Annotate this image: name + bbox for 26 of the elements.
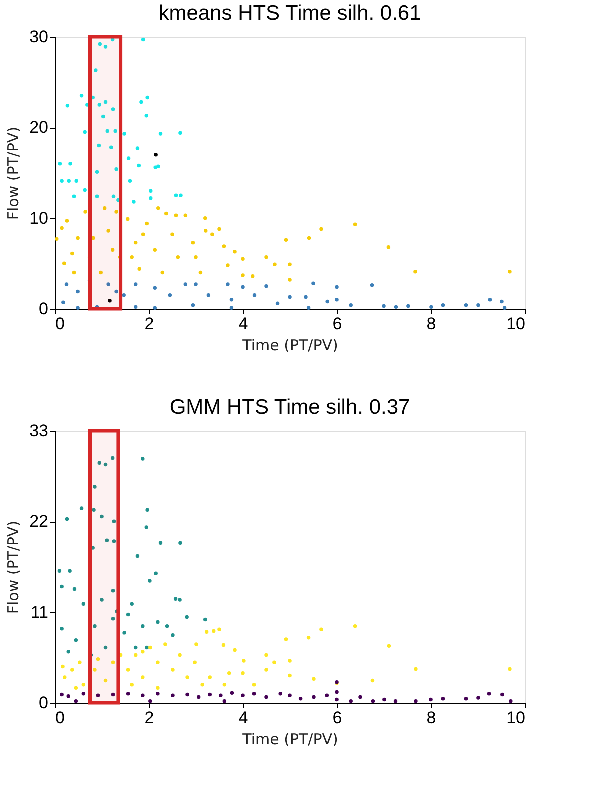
- y-tick-label: 33: [30, 422, 48, 440]
- y-tick-label: 30: [30, 28, 48, 46]
- x-tick-label: 0: [56, 314, 65, 334]
- x-tick-label: 4: [238, 708, 248, 728]
- y-tick-label: 20: [30, 118, 48, 138]
- x-axis-title: Time (PT/PV): [242, 336, 338, 354]
- y-tick-label: 11: [30, 602, 48, 622]
- y-tick-label: 0: [39, 694, 48, 712]
- x-tick-label: 0: [56, 708, 65, 728]
- y-tick-label: 22: [30, 512, 48, 532]
- y-axis-title: Flow (PT/PV): [4, 126, 23, 220]
- y-axis-title: Flow (PT/PV): [4, 520, 23, 614]
- x-tick-label: 8: [426, 314, 436, 334]
- x-tick-label: 6: [332, 708, 342, 728]
- y-tick-label: 0: [39, 300, 48, 318]
- x-tick-label: 10: [506, 708, 526, 728]
- chart-title: GMM HTS Time silh. 0.37: [170, 396, 410, 419]
- x-tick-label: 2: [144, 314, 154, 334]
- x-tick-label: 4: [238, 314, 248, 334]
- x-axis-title: Time (PT/PV): [242, 730, 338, 748]
- x-tick-label: 10: [506, 314, 526, 334]
- x-tick-label: 8: [426, 708, 436, 728]
- chart-title: kmeans HTS Time silh. 0.61: [158, 2, 422, 25]
- y-tick-label: 10: [30, 208, 48, 228]
- x-tick-label: 2: [144, 708, 154, 728]
- x-tick-label: 6: [332, 314, 342, 334]
